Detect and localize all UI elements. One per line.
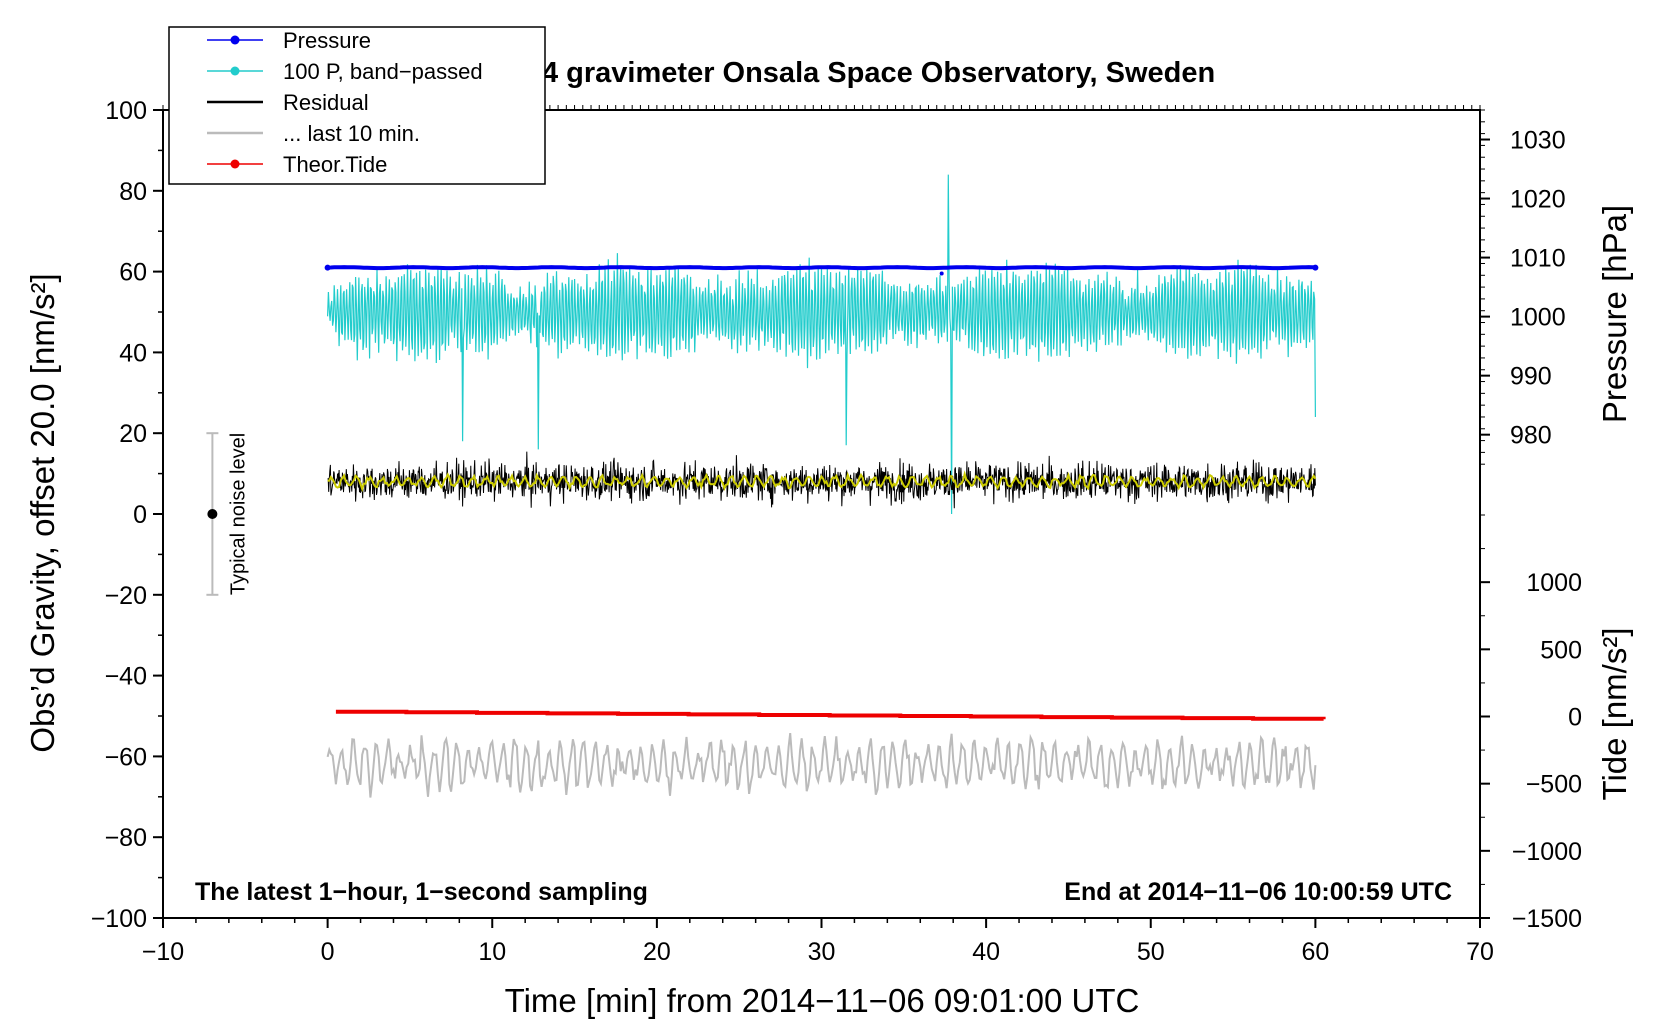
y-tick-label: −80 bbox=[105, 824, 147, 852]
legend-label: Residual bbox=[283, 90, 369, 115]
pressure-tick-label: 1000 bbox=[1510, 304, 1566, 332]
tide-tick-label: −1000 bbox=[1512, 838, 1582, 866]
x-tick-label: −10 bbox=[142, 938, 184, 966]
pressure-end-point bbox=[1312, 264, 1319, 271]
x-tick-label: 50 bbox=[1137, 938, 1165, 966]
plot-frame bbox=[162, 109, 1481, 919]
series-band-passed bbox=[327, 174, 1317, 515]
axes: −10 0 10 20 30 40 50 60 70100806040200−20−40−60−… bbox=[91, 97, 1582, 966]
x-tick-label: 70 bbox=[1466, 938, 1494, 966]
annotation-end-time: End at 2014−11−06 10:00:59 UTC bbox=[1064, 878, 1452, 906]
plot-series bbox=[324, 174, 1326, 798]
series-residual bbox=[327, 451, 1316, 509]
chart-title: SCG_054 gravimeter Onsala Space Observat… bbox=[431, 57, 1215, 89]
x-tick-label: 30 bbox=[808, 938, 836, 966]
y-axis-label-pressure: Pressure [hPa] bbox=[1596, 205, 1633, 423]
x-axis-label: Time [min] from 2014−11−06 09:01:00 UTC bbox=[505, 982, 1140, 1019]
legend-marker bbox=[230, 159, 240, 169]
x-tick-label: 20 bbox=[643, 938, 671, 966]
pressure-tick-label: 1020 bbox=[1510, 186, 1566, 214]
tide-tick-label: −500 bbox=[1526, 771, 1582, 799]
legend-marker bbox=[230, 35, 240, 45]
noise-level-bar: Typical noise level bbox=[206, 432, 249, 596]
legend-label: Pressure bbox=[283, 28, 371, 53]
annotation-sampling: The latest 1−hour, 1−second sampling bbox=[195, 878, 648, 906]
y-tick-label: 0 bbox=[133, 501, 147, 529]
y-axis-label-tide: Tide [nm/s²] bbox=[1596, 628, 1633, 801]
pressure-start-point bbox=[324, 264, 331, 271]
pressure-tick-label: 990 bbox=[1510, 363, 1552, 391]
y-tick-label: −40 bbox=[105, 663, 147, 691]
series-pressure bbox=[327, 265, 1316, 271]
noise-bar-label: Typical noise level bbox=[227, 433, 249, 595]
legend-marker bbox=[230, 66, 240, 76]
series-theor-tide bbox=[335, 709, 1326, 721]
pressure-tick-label: 980 bbox=[1510, 422, 1552, 450]
y-tick-label: −20 bbox=[105, 582, 147, 610]
legend-label: 100 P, band−passed bbox=[283, 59, 483, 84]
y-tick-label: 60 bbox=[119, 259, 147, 287]
series-last-10-min bbox=[326, 732, 1317, 798]
y-tick-label: −100 bbox=[91, 905, 147, 933]
x-tick-label: 60 bbox=[1301, 938, 1329, 966]
pressure-tick-label: 1030 bbox=[1510, 127, 1566, 155]
y-tick-label: 40 bbox=[119, 339, 147, 367]
legend-label: ... last 10 min. bbox=[283, 121, 420, 146]
x-tick-label: 0 bbox=[321, 938, 335, 966]
tide-tick-label: −1500 bbox=[1512, 905, 1582, 933]
legend: Pressure 100 P, band−passed Residual ... la… bbox=[168, 26, 546, 185]
tide-tick-label: 500 bbox=[1540, 636, 1582, 664]
tide-tick-label: 0 bbox=[1568, 704, 1582, 732]
y-tick-label: −60 bbox=[105, 743, 147, 771]
pressure-outlier-point bbox=[939, 271, 944, 276]
legend-box bbox=[168, 26, 546, 185]
x-tick-label: 10 bbox=[478, 938, 506, 966]
series-residual-smoothed bbox=[327, 470, 1317, 493]
legend-label: Theor.Tide bbox=[283, 152, 387, 177]
pressure-tick-label: 1010 bbox=[1510, 245, 1566, 273]
y-tick-label: 20 bbox=[119, 420, 147, 448]
noise-bar-center-dot bbox=[207, 509, 218, 519]
tide-tick-label: 1000 bbox=[1526, 569, 1582, 597]
y-tick-label: 80 bbox=[119, 178, 147, 206]
x-tick-label: 40 bbox=[972, 938, 1000, 966]
y-tick-label: 100 bbox=[105, 97, 147, 125]
y-axis-label-left: Obs’d Gravity, offset 20.0 [nm/s²] bbox=[24, 273, 61, 752]
